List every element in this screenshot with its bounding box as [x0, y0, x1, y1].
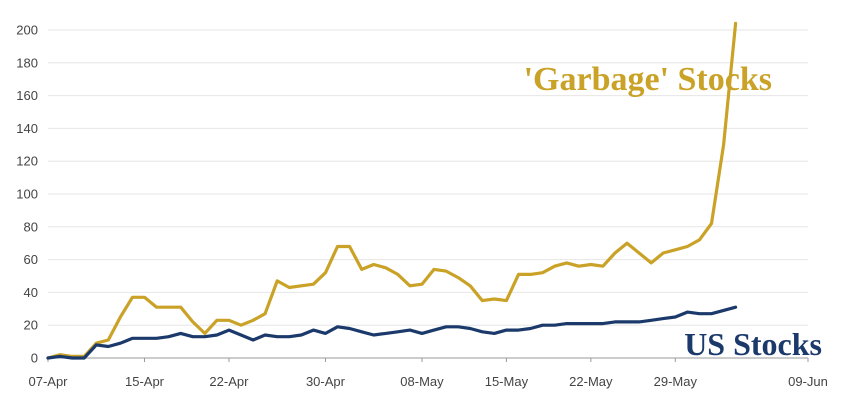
y-tick-label: 80: [24, 219, 38, 234]
series-lines: [46, 21, 738, 360]
x-tick-label: 15-May: [485, 374, 529, 389]
x-tick-label: 22-May: [569, 374, 613, 389]
x-tick-label: 29-May: [654, 374, 698, 389]
us-stocks-label: US Stocks: [684, 326, 822, 362]
y-tick-label: 180: [16, 55, 38, 70]
x-tick-label: 09-Jun: [788, 374, 828, 389]
garbage-stocks-label: 'Garbage' Stocks: [524, 61, 772, 98]
y-tick-label: 40: [24, 285, 38, 300]
us-stocks-line: [46, 305, 738, 360]
y-tick-label: 160: [16, 88, 38, 103]
y-tick-label: 100: [16, 187, 38, 202]
x-tick-label: 22-Apr: [209, 374, 249, 389]
axes: 0 20 40 60 80 100 120 140 160 180 200 07-Apr 15-Apr 2…: [16, 23, 828, 390]
x-tick-label: 15-Apr: [125, 374, 165, 389]
y-tick-label: 200: [16, 23, 38, 38]
series-labels: 'Garbage' Stocks US Stocks: [524, 61, 822, 362]
x-tick-label: 07-Apr: [28, 374, 68, 389]
garbage-stocks-line: [46, 21, 738, 360]
y-tick-label: 140: [16, 121, 38, 136]
y-tick-label: 20: [24, 318, 38, 333]
grid: [48, 29, 808, 326]
x-tick-label: 08-May: [400, 374, 444, 389]
x-tick-label: 30-Apr: [306, 374, 346, 389]
y-tick-label: 120: [16, 154, 38, 169]
y-tick-label: 0: [31, 351, 38, 366]
y-tick-label: 60: [24, 252, 38, 267]
